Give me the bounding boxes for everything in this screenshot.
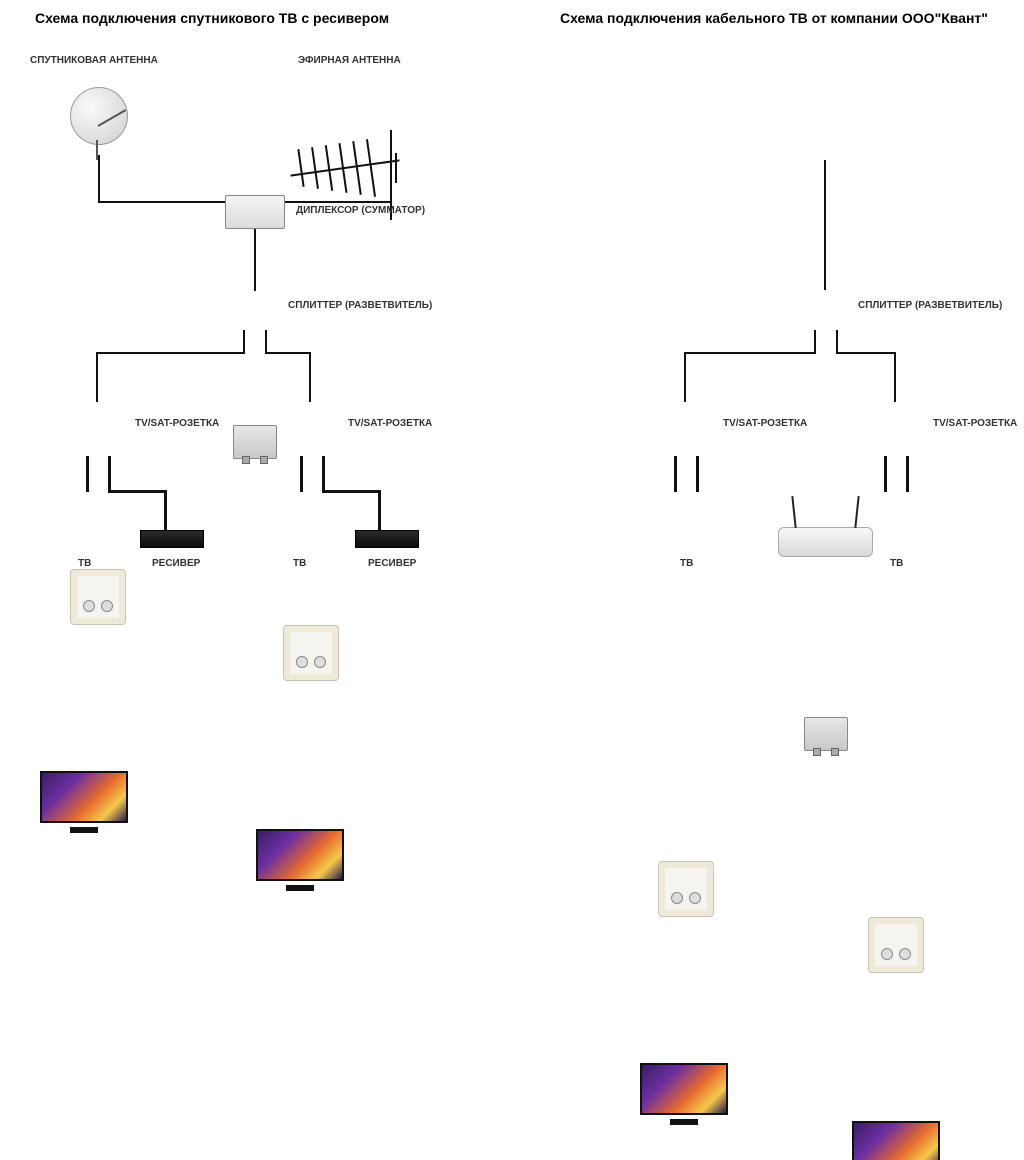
satellite-dish-icon	[68, 85, 133, 150]
cable	[894, 352, 896, 402]
cable	[836, 330, 838, 354]
cable	[674, 456, 677, 492]
wall-socket-icon	[658, 861, 714, 917]
cable	[836, 352, 896, 354]
cable	[86, 456, 89, 492]
cable	[164, 490, 167, 530]
cable	[684, 352, 816, 354]
cable	[254, 229, 256, 291]
cable	[96, 352, 245, 354]
label-terrestrial-antenna: ЭФИРНАЯ АНТЕННА	[298, 55, 401, 66]
cable	[309, 352, 311, 402]
cable	[243, 330, 245, 354]
cable	[824, 160, 826, 290]
cable	[884, 456, 887, 492]
terrestrial-antenna-icon	[290, 135, 410, 205]
label-tv-3: ТВ	[680, 558, 693, 569]
cable	[284, 201, 392, 203]
receiver-icon	[140, 530, 204, 548]
diplexer-icon	[225, 195, 285, 229]
cable	[265, 352, 311, 354]
label-socket-2: TV/SAT-РОЗЕТКА	[348, 418, 432, 429]
cable	[696, 456, 699, 492]
label-tv-1: ТВ	[78, 558, 91, 569]
splitter-icon	[804, 717, 848, 751]
cable	[98, 155, 100, 203]
cable	[322, 456, 325, 492]
cable	[322, 490, 378, 493]
cable	[906, 456, 909, 492]
title-right: Схема подключения кабельного ТВ от компа…	[560, 10, 988, 26]
splitter-icon	[233, 425, 277, 459]
label-splitter-right: СПЛИТТЕР (РАЗВЕТВИТЕЛЬ)	[858, 300, 1002, 311]
wall-socket-icon	[868, 917, 924, 973]
wall-socket-icon	[70, 569, 126, 625]
title-left: Схема подключения спутникового ТВ с реси…	[35, 10, 389, 26]
cable	[300, 456, 303, 492]
tv-icon	[256, 829, 344, 887]
cable	[108, 490, 164, 493]
tv-icon	[40, 771, 128, 829]
label-receiver-1: РЕСИВЕР	[152, 558, 200, 569]
router-icon	[778, 527, 873, 557]
label-socket-4: TV/SAT-РОЗЕТКА	[933, 418, 1017, 429]
cable	[265, 330, 267, 354]
label-tv-4: ТВ	[890, 558, 903, 569]
cable	[814, 330, 816, 354]
cable	[98, 201, 226, 203]
label-splitter-left: СПЛИТТЕР (РАЗВЕТВИТЕЛЬ)	[288, 300, 432, 311]
cable	[684, 352, 686, 402]
tv-icon	[852, 1121, 940, 1160]
label-receiver-2: РЕСИВЕР	[368, 558, 416, 569]
cable	[378, 490, 381, 530]
label-diplexer: ДИПЛЕКСОР (СУММАТОР)	[296, 205, 425, 216]
label-socket-1: TV/SAT-РОЗЕТКА	[135, 418, 219, 429]
label-socket-3: TV/SAT-РОЗЕТКА	[723, 418, 807, 429]
label-sat-antenna: СПУТНИКОВАЯ АНТЕННА	[30, 55, 158, 66]
wall-socket-icon	[283, 625, 339, 681]
receiver-icon	[355, 530, 419, 548]
label-tv-2: ТВ	[293, 558, 306, 569]
cable	[390, 130, 392, 202]
cable	[108, 456, 111, 492]
cable	[96, 352, 98, 402]
tv-icon	[640, 1063, 728, 1121]
